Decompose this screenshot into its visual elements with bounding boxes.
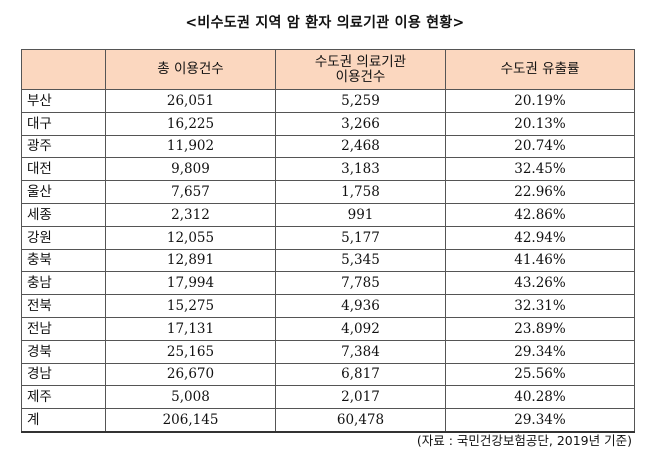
region-cell: 경북 bbox=[21, 339, 106, 364]
outflow-rate-cell: 32.31% bbox=[445, 294, 635, 318]
table-row: 부산 26,051 5,259 20.19% bbox=[21, 89, 635, 113]
total-usage-cell: 26,051 bbox=[105, 89, 276, 113]
region-cell: 광주 bbox=[21, 134, 106, 159]
table-row: 대전 9,809 3,183 32.45% bbox=[21, 157, 635, 182]
capital-usage-cell: 2,017 bbox=[275, 385, 446, 410]
table-row: 경북 25,165 7,384 29.34% bbox=[21, 339, 635, 364]
source-note: (자료 : 국민건강보험공단, 2019년 기준) bbox=[416, 433, 632, 448]
table-row: 울산 7,657 1,758 22.96% bbox=[21, 180, 635, 204]
table-row: 경남 26,670 6,817 25.56% bbox=[21, 362, 635, 387]
region-cell: 경남 bbox=[21, 362, 106, 387]
total-usage-cell: 7,657 bbox=[105, 180, 276, 204]
capital-usage-cell: 3,183 bbox=[275, 157, 446, 182]
table-row: 계 206,145 60,478 29.34% bbox=[21, 408, 635, 433]
capital-usage-cell: 4,936 bbox=[275, 294, 446, 318]
capital-usage-cell: 2,468 bbox=[275, 134, 446, 159]
table-row: 전남 17,131 4,092 23.89% bbox=[21, 316, 635, 341]
header-cell-total: 총 이용건수 bbox=[105, 49, 276, 90]
region-cell: 울산 bbox=[21, 180, 106, 204]
total-usage-cell: 2,312 bbox=[105, 202, 276, 227]
region-cell: 대전 bbox=[21, 157, 106, 182]
total-usage-cell: 9,809 bbox=[105, 157, 276, 182]
total-usage-cell: 5,008 bbox=[105, 385, 276, 410]
table-row: 세종 2,312 991 42.86% bbox=[21, 202, 635, 227]
table-row: 대구 16,225 3,266 20.13% bbox=[21, 111, 635, 136]
outflow-rate-cell: 20.13% bbox=[445, 111, 635, 136]
outflow-rate-cell: 43.26% bbox=[445, 271, 635, 296]
header-cell-region bbox=[21, 49, 106, 90]
outflow-rate-cell: 32.45% bbox=[445, 157, 635, 182]
header-cell-capital-usage: 수도권 의료기관 이용건수 bbox=[275, 49, 446, 90]
total-usage-cell: 11,902 bbox=[105, 134, 276, 159]
region-cell: 제주 bbox=[21, 385, 106, 410]
table-body: 부산 26,051 5,259 20.19% 대구 16,225 3,266 20.13% 광주… bbox=[21, 89, 635, 433]
region-cell: 대구 bbox=[21, 111, 106, 136]
outflow-rate-cell: 29.34% bbox=[445, 408, 635, 433]
capital-usage-cell: 7,785 bbox=[275, 271, 446, 296]
total-usage-cell: 17,131 bbox=[105, 316, 276, 341]
total-usage-cell: 12,891 bbox=[105, 248, 276, 273]
header-row: 총 이용건수 수도권 의료기관 이용건수 수도권 유출률 bbox=[21, 49, 635, 90]
table-title: <비수도권 지역 암 환자 의료기관 이용 현황> bbox=[185, 15, 465, 31]
total-usage-cell: 15,275 bbox=[105, 294, 276, 318]
header-cell-outflow-rate: 수도권 유출률 bbox=[445, 49, 635, 90]
table-row: 광주 11,902 2,468 20.74% bbox=[21, 134, 635, 159]
outflow-rate-cell: 42.94% bbox=[445, 225, 635, 250]
total-usage-cell: 16,225 bbox=[105, 111, 276, 136]
region-cell: 충남 bbox=[21, 271, 106, 296]
outflow-rate-cell: 22.96% bbox=[445, 180, 635, 204]
outflow-rate-cell: 20.74% bbox=[445, 134, 635, 159]
table-row: 충북 12,891 5,345 41.46% bbox=[21, 248, 635, 273]
capital-usage-cell: 5,259 bbox=[275, 89, 446, 113]
data-table: 총 이용건수 수도권 의료기관 이용건수 수도권 유출률 부산 26,051 5,2… bbox=[21, 49, 635, 433]
capital-usage-cell: 7,384 bbox=[275, 339, 446, 364]
total-usage-cell: 12,055 bbox=[105, 225, 276, 250]
table-row: 제주 5,008 2,017 40.28% bbox=[21, 385, 635, 410]
capital-usage-cell: 60,478 bbox=[275, 408, 446, 433]
table-row: 충남 17,994 7,785 43.26% bbox=[21, 271, 635, 296]
region-cell: 전북 bbox=[21, 294, 106, 318]
outflow-rate-cell: 41.46% bbox=[445, 248, 635, 273]
outflow-rate-cell: 23.89% bbox=[445, 316, 635, 341]
total-usage-cell: 206,145 bbox=[105, 408, 276, 433]
capital-usage-cell: 5,345 bbox=[275, 248, 446, 273]
region-cell: 강원 bbox=[21, 225, 106, 250]
outflow-rate-cell: 42.86% bbox=[445, 202, 635, 227]
total-usage-cell: 26,670 bbox=[105, 362, 276, 387]
region-cell: 세종 bbox=[21, 202, 106, 227]
outflow-rate-cell: 40.28% bbox=[445, 385, 635, 410]
table-row: 강원 12,055 5,177 42.94% bbox=[21, 225, 635, 250]
total-usage-cell: 17,994 bbox=[105, 271, 276, 296]
capital-usage-cell: 1,758 bbox=[275, 180, 446, 204]
region-cell: 전남 bbox=[21, 316, 106, 341]
outflow-rate-cell: 20.19% bbox=[445, 89, 635, 113]
region-cell: 부산 bbox=[21, 89, 106, 113]
capital-usage-cell: 6,817 bbox=[275, 362, 446, 387]
capital-usage-cell: 4,092 bbox=[275, 316, 446, 341]
capital-usage-cell: 991 bbox=[275, 202, 446, 227]
region-cell: 충북 bbox=[21, 248, 106, 273]
outflow-rate-cell: 25.56% bbox=[445, 362, 635, 387]
region-cell: 계 bbox=[21, 408, 106, 433]
table-row: 전북 15,275 4,936 32.31% bbox=[21, 294, 635, 318]
capital-usage-cell: 3,266 bbox=[275, 111, 446, 136]
outflow-rate-cell: 29.34% bbox=[445, 339, 635, 364]
total-usage-cell: 25,165 bbox=[105, 339, 276, 364]
capital-usage-cell: 5,177 bbox=[275, 225, 446, 250]
